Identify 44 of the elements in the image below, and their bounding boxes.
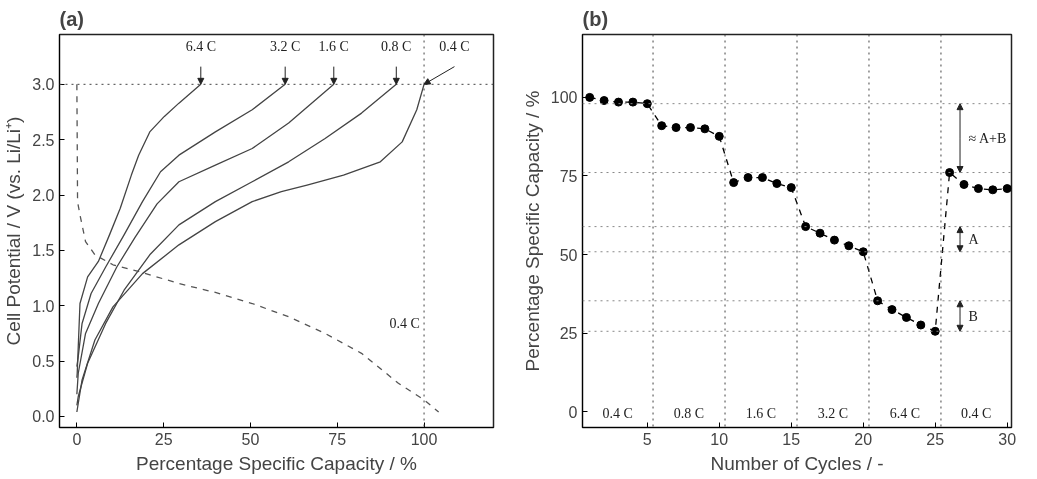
y-tick-label: 0.5 xyxy=(32,353,55,371)
annotation: 0.4 C xyxy=(961,405,992,421)
y-tick-label: 0 xyxy=(568,403,578,421)
x-tick-label: 100 xyxy=(410,430,438,448)
ref-line-label: A xyxy=(968,231,980,247)
y-tick-label: 1.0 xyxy=(32,297,55,315)
x-tick-label: 30 xyxy=(998,430,1017,448)
x-tick-label: 0 xyxy=(72,430,82,448)
chart-title: (b) xyxy=(582,7,609,30)
y-tick-label: 2.0 xyxy=(32,187,55,205)
y-tick-label: 75 xyxy=(559,167,578,185)
y-tick-label: 2.5 xyxy=(32,131,55,149)
x-tick-label: 75 xyxy=(328,430,347,448)
y-tick-label: 50 xyxy=(559,246,578,264)
text: 1.6 C xyxy=(318,39,349,55)
x-tick-label: 10 xyxy=(710,430,729,448)
annotation: 0.4 C xyxy=(602,405,633,421)
annotation: 0.8 C xyxy=(673,405,705,421)
x-tick-label: 50 xyxy=(241,430,260,448)
y-tick-label: 25 xyxy=(559,325,578,343)
annotation: 6.4 C xyxy=(889,405,921,421)
text: 3.2 C xyxy=(270,39,301,55)
x-axis-title: Percentage Specific Capacity / % xyxy=(136,452,418,474)
text: 0.4 C xyxy=(389,316,420,332)
y-tick-label: 0.0 xyxy=(32,408,55,426)
x-tick-label: 15 xyxy=(782,430,801,448)
x-tick-label: 20 xyxy=(854,430,873,448)
y-axis-title: Cell Potential / V (vs. Li/Li⁺) xyxy=(3,116,25,346)
annotation: 3.2 C xyxy=(817,405,849,421)
x-tick-label: 5 xyxy=(642,430,652,448)
ref-line-label: ≈ A+B xyxy=(968,130,1007,146)
text: 6.4 C xyxy=(185,39,216,55)
text: 0.4 C xyxy=(439,39,470,55)
y-axis-title: Percentage Specific Capacity / % xyxy=(521,90,543,372)
text: 0.8 C xyxy=(381,39,412,55)
y-tick-label: 3.0 xyxy=(32,76,55,94)
annotation: 1.6 C xyxy=(745,405,777,421)
x-tick-label: 25 xyxy=(926,430,945,448)
x-tick-label: 25 xyxy=(154,430,173,448)
ref-line-label: B xyxy=(968,308,978,324)
y-tick-label: 100 xyxy=(550,89,578,107)
y-tick-label: 1.5 xyxy=(32,242,55,260)
chart-title: (a) xyxy=(59,7,84,30)
x-axis-title: Number of Cycles / - xyxy=(710,452,884,474)
